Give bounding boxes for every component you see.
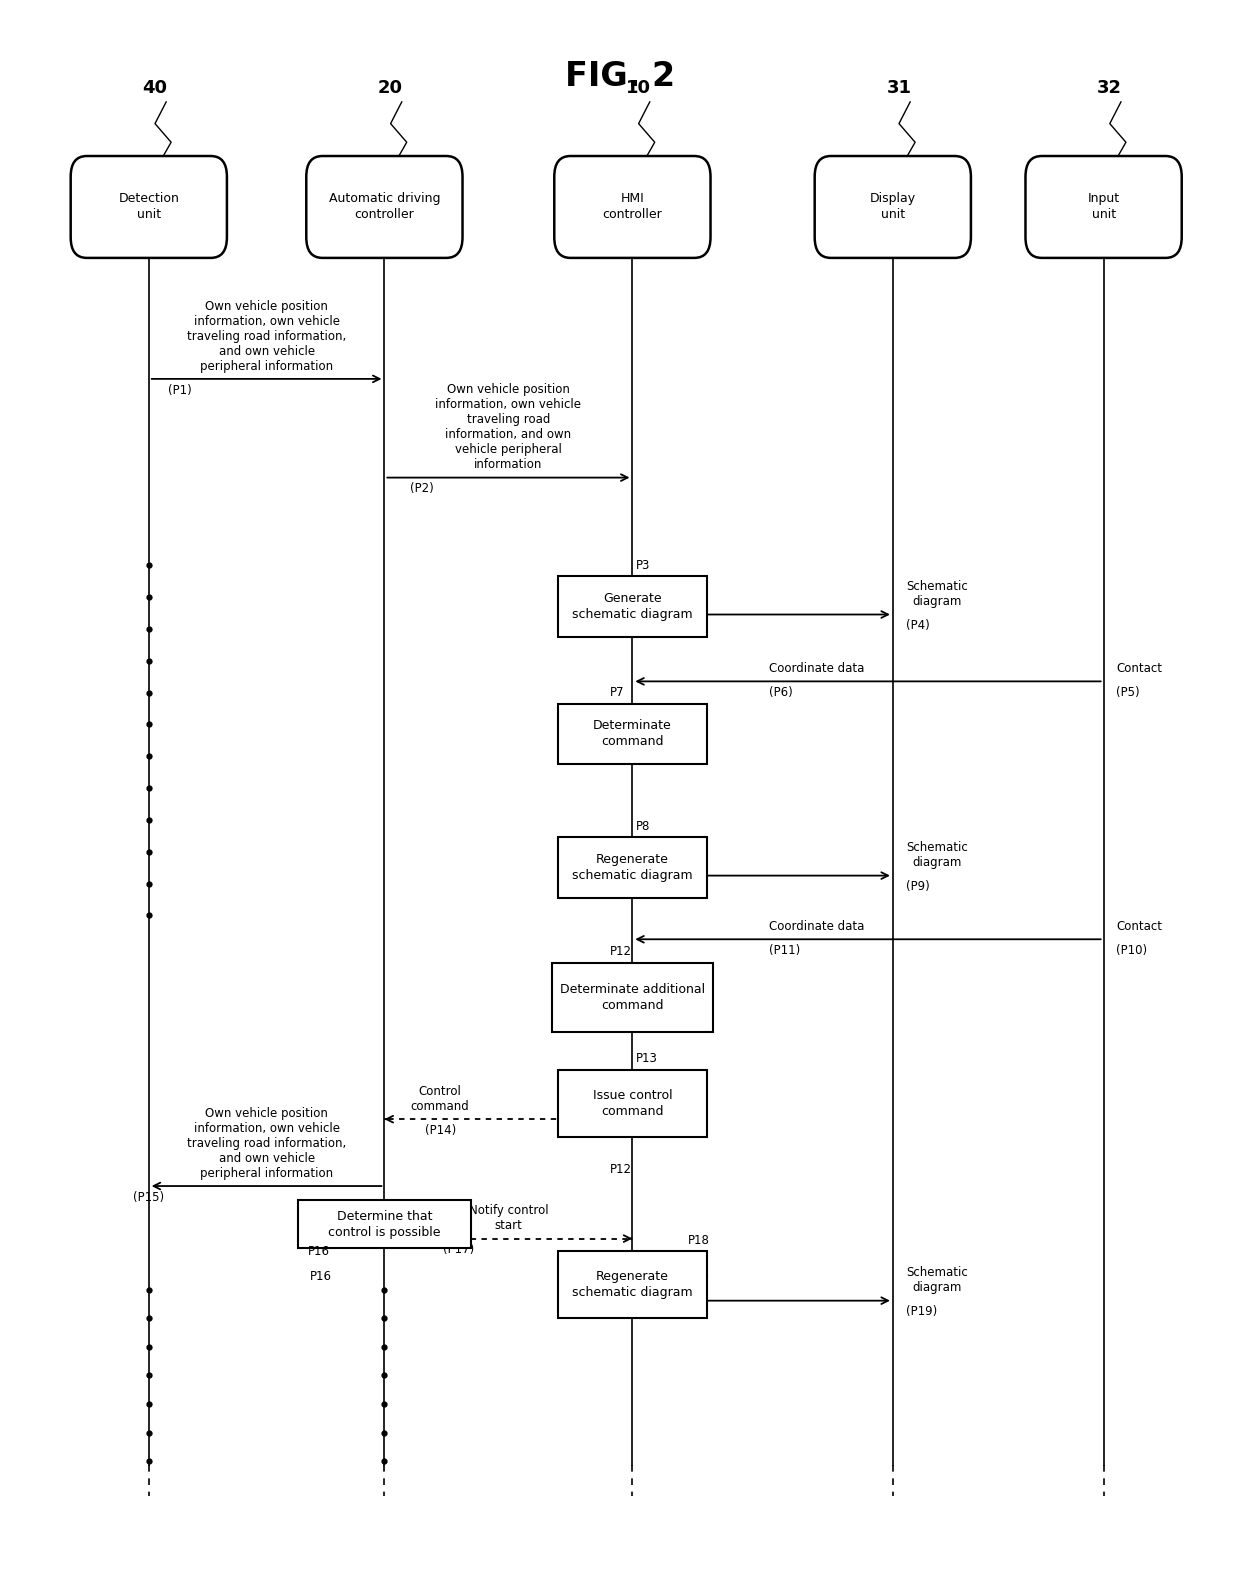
Text: (P2): (P2) <box>409 482 434 495</box>
FancyBboxPatch shape <box>815 156 971 258</box>
Text: Contact: Contact <box>1116 662 1162 675</box>
FancyBboxPatch shape <box>1025 156 1182 258</box>
Text: (P9): (P9) <box>906 880 930 893</box>
Text: (P4): (P4) <box>906 619 930 632</box>
Text: Coordinate data: Coordinate data <box>769 662 864 675</box>
Text: Generate
schematic diagram: Generate schematic diagram <box>572 592 693 621</box>
Text: P7: P7 <box>610 686 625 699</box>
Text: 10: 10 <box>626 80 651 97</box>
Text: P18: P18 <box>688 1234 711 1247</box>
Text: (P15): (P15) <box>133 1191 165 1204</box>
FancyBboxPatch shape <box>71 156 227 258</box>
Text: Input
unit: Input unit <box>1087 193 1120 221</box>
Text: (P17): (P17) <box>443 1243 475 1256</box>
Text: P12: P12 <box>610 1164 632 1176</box>
Text: HMI
controller: HMI controller <box>603 193 662 221</box>
FancyBboxPatch shape <box>306 156 463 258</box>
Text: Schematic
diagram: Schematic diagram <box>906 579 968 608</box>
Text: P16: P16 <box>308 1245 330 1258</box>
Text: (P14): (P14) <box>424 1124 456 1137</box>
Text: P13: P13 <box>636 1087 658 1100</box>
Text: Determinate additional
command: Determinate additional command <box>559 982 706 1013</box>
Text: (P1): (P1) <box>167 384 192 396</box>
Text: P3: P3 <box>636 583 651 595</box>
Text: (P6): (P6) <box>769 686 792 699</box>
Text: (P5): (P5) <box>1116 686 1140 699</box>
Text: 40: 40 <box>143 80 167 97</box>
Text: Automatic driving
controller: Automatic driving controller <box>329 193 440 221</box>
Text: Own vehicle position
information, own vehicle
traveling road information,
and ow: Own vehicle position information, own ve… <box>187 299 346 373</box>
FancyBboxPatch shape <box>558 1251 707 1318</box>
Text: 31: 31 <box>887 80 911 97</box>
Text: Notify control
start: Notify control start <box>469 1204 548 1232</box>
Text: (P19): (P19) <box>906 1305 937 1318</box>
Text: Regenerate
schematic diagram: Regenerate schematic diagram <box>572 1270 693 1299</box>
Text: Regenerate
schematic diagram: Regenerate schematic diagram <box>572 853 693 882</box>
Text: Own vehicle position
information, own vehicle
traveling road
information, and ow: Own vehicle position information, own ve… <box>435 384 582 471</box>
FancyBboxPatch shape <box>558 837 707 898</box>
Text: P12: P12 <box>610 946 632 958</box>
Text: Schematic
diagram: Schematic diagram <box>906 1266 968 1294</box>
FancyBboxPatch shape <box>554 156 711 258</box>
Text: Schematic
diagram: Schematic diagram <box>906 841 968 869</box>
Text: Contact: Contact <box>1116 920 1162 933</box>
Text: 32: 32 <box>1097 80 1122 97</box>
Text: Own vehicle position
information, own vehicle
traveling road information,
and ow: Own vehicle position information, own ve… <box>187 1106 346 1180</box>
Text: P8: P8 <box>636 820 651 833</box>
Text: Coordinate data: Coordinate data <box>769 920 864 933</box>
Text: (P10): (P10) <box>1116 944 1147 957</box>
FancyBboxPatch shape <box>552 963 713 1032</box>
Text: P8: P8 <box>636 844 651 856</box>
Text: Determine that
control is possible: Determine that control is possible <box>329 1210 440 1239</box>
Text: P18: P18 <box>688 1269 711 1282</box>
FancyBboxPatch shape <box>558 576 707 637</box>
Text: P3: P3 <box>636 559 651 572</box>
Text: Determinate
command: Determinate command <box>593 720 672 748</box>
Text: Detection
unit: Detection unit <box>118 193 180 221</box>
FancyBboxPatch shape <box>558 1070 707 1137</box>
Text: P16: P16 <box>310 1270 332 1283</box>
Text: FIG. 2: FIG. 2 <box>565 60 675 92</box>
Text: Display
unit: Display unit <box>869 193 916 221</box>
Text: Issue control
command: Issue control command <box>593 1089 672 1118</box>
Text: P13: P13 <box>636 1052 658 1065</box>
Text: 20: 20 <box>378 80 403 97</box>
FancyBboxPatch shape <box>558 704 707 764</box>
FancyBboxPatch shape <box>298 1200 471 1248</box>
Text: (P11): (P11) <box>769 944 800 957</box>
Text: Control
command: Control command <box>410 1084 470 1113</box>
